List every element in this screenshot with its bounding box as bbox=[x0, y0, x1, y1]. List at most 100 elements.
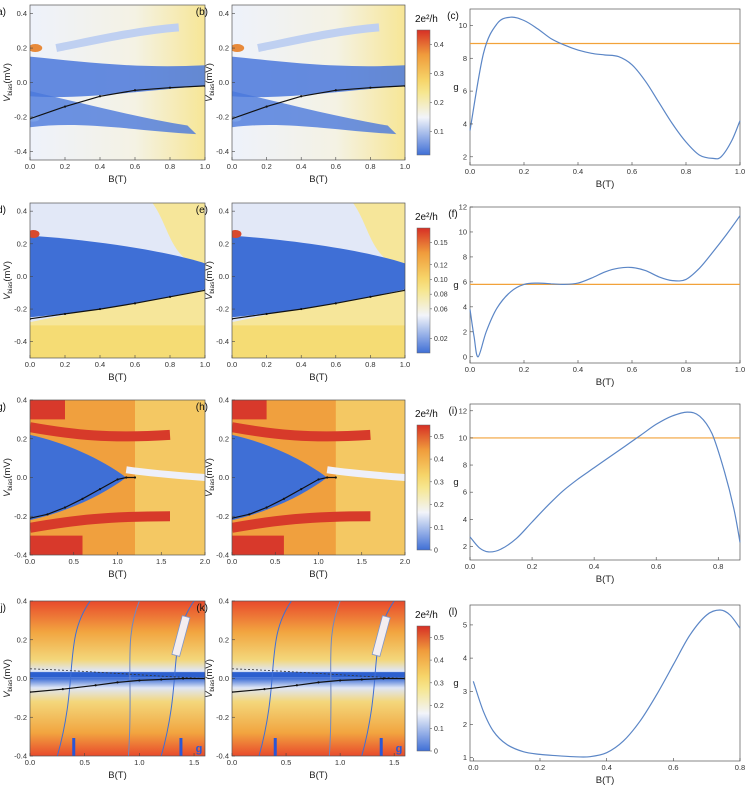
x-tick-label: 0.2 bbox=[519, 365, 529, 374]
x-tick-label: 2.0 bbox=[400, 557, 410, 566]
x-tick-label: 0.5 bbox=[281, 758, 291, 767]
hot-spot bbox=[232, 230, 242, 238]
x-tick-label: 0.6 bbox=[331, 360, 341, 369]
y-tick-label: 12 bbox=[459, 203, 467, 212]
fit-point bbox=[334, 302, 337, 305]
y-label-unit: (mV) bbox=[2, 458, 13, 479]
x-tick-label: 0.8 bbox=[365, 162, 375, 171]
marker-bar bbox=[379, 738, 383, 756]
x-tick-label: 0.6 bbox=[331, 162, 341, 171]
y-label-unit: (mV) bbox=[204, 261, 215, 282]
x-tick-label: 0.2 bbox=[261, 360, 271, 369]
x-tick-label: 1.5 bbox=[189, 758, 199, 767]
y-tick-label: 6 bbox=[463, 277, 467, 286]
y-tick-label: 10 bbox=[459, 433, 467, 442]
y-label-unit: (mV) bbox=[2, 63, 13, 84]
fit-point bbox=[339, 679, 342, 682]
blue-gap bbox=[232, 235, 405, 318]
frame bbox=[469, 8, 741, 166]
map-image bbox=[232, 400, 405, 555]
panel-label: (j) bbox=[0, 603, 6, 614]
colorbar-gradient bbox=[417, 30, 430, 155]
x-tick-label: 0.5 bbox=[69, 557, 79, 566]
colorbar-gradient bbox=[417, 626, 430, 751]
red-corner bbox=[232, 400, 267, 420]
colorbar-tick-label: 0.2 bbox=[434, 502, 444, 509]
x-tick-label: 0.0 bbox=[468, 763, 478, 772]
y-axis-label: Vbias(mV) bbox=[204, 63, 216, 102]
x-tick-label: 1.0 bbox=[112, 557, 122, 566]
hot-spot bbox=[232, 44, 245, 53]
fit-point bbox=[300, 488, 303, 491]
map-image bbox=[232, 5, 405, 160]
inset-strip bbox=[371, 615, 391, 657]
colorbar-tick-label: 0.06 bbox=[434, 306, 448, 313]
map-image bbox=[30, 601, 205, 756]
y-tick-label: 2 bbox=[463, 152, 467, 161]
y-tick-label: 2 bbox=[463, 720, 467, 729]
x-tick-label: 1.0 bbox=[313, 557, 323, 566]
map-image bbox=[30, 203, 205, 358]
y-label-sub: bias bbox=[209, 679, 216, 692]
fit-point bbox=[317, 681, 320, 684]
fit-point bbox=[81, 497, 84, 500]
white-ridge bbox=[125, 466, 205, 481]
x-tick-label: 1.0 bbox=[735, 365, 745, 374]
map-panel: 0.0 0.2 0.4 0.6 0.8 1.0-0.4-0.20.00.20.4B(T)V… bbox=[196, 202, 410, 383]
y-tick-label: 0.0 bbox=[17, 78, 27, 87]
blue-band bbox=[30, 91, 197, 135]
y-axis-label: g bbox=[453, 280, 458, 291]
x-tick-label: 0.8 bbox=[365, 360, 375, 369]
x-tick-label: 0.8 bbox=[165, 162, 175, 171]
x-tick-label: 0.0 bbox=[465, 562, 475, 571]
x-tick-label: 1.0 bbox=[735, 167, 745, 176]
fit-point bbox=[160, 678, 163, 681]
y-axis-label: g bbox=[453, 477, 458, 488]
fit-curve bbox=[232, 85, 405, 120]
y-label-main: V bbox=[204, 94, 215, 102]
map-panel: 0.0 0.2 0.4 0.6 0.8 1.0-0.4-0.20.00.20.4B(T)V… bbox=[196, 4, 410, 185]
y-tick-label: 0.4 bbox=[219, 597, 229, 606]
colorbar-tick-label: 0.3 bbox=[434, 680, 444, 687]
y-tick-label: -0.4 bbox=[14, 147, 27, 156]
y-tick-label: 0.0 bbox=[17, 674, 27, 683]
colorbar-title: 2e²/h bbox=[415, 610, 438, 621]
fit-point bbox=[334, 89, 337, 92]
trace-line bbox=[160, 601, 195, 756]
colorbar-tick-label: 0.1 bbox=[434, 129, 444, 136]
y-axis-label: Vbias(mV) bbox=[204, 458, 216, 497]
y-axis-label: Vbias(mV) bbox=[2, 458, 14, 497]
panel-label: (l) bbox=[449, 607, 458, 618]
y-tick-label: 4 bbox=[463, 302, 467, 311]
y-label-unit: (mV) bbox=[2, 659, 13, 680]
colorbar: 0.4 0.3 0.2 0.1 2e²/h bbox=[415, 14, 444, 156]
x-tick-label: 0.8 bbox=[681, 365, 691, 374]
x-tick-label: 1.0 bbox=[335, 758, 345, 767]
x-tick-label: 0.4 bbox=[95, 360, 105, 369]
colorbar-tick-label: 0.2 bbox=[434, 703, 444, 710]
y-tick-label: 8 bbox=[463, 252, 467, 261]
y-tick-label: -0.4 bbox=[14, 551, 27, 560]
colorbar-tick-label: 0.4 bbox=[434, 457, 444, 464]
x-tick-label: 0.2 bbox=[60, 162, 70, 171]
y-tick-label: -0.4 bbox=[216, 551, 229, 560]
fit-point bbox=[300, 95, 303, 98]
line-panel: 0.0 0.2 0.4 0.6 0.8 1.0 2 4 6 8 10 B(T) g (c) bbox=[447, 8, 745, 190]
colorbar-frame bbox=[416, 424, 431, 551]
y-tick-label: 0.4 bbox=[219, 9, 229, 18]
x-tick-label: 0.6 bbox=[651, 562, 661, 571]
y-tick-label: 8 bbox=[463, 461, 467, 470]
fit-point bbox=[317, 478, 320, 481]
panel-label: (k) bbox=[196, 603, 208, 614]
marker-bar bbox=[179, 738, 183, 756]
y-tick-label: 0 bbox=[463, 352, 467, 361]
y-tick-label: 0.0 bbox=[219, 272, 229, 281]
fit-point bbox=[360, 678, 363, 681]
faint-band bbox=[55, 23, 180, 52]
y-tick-label: -0.2 bbox=[216, 112, 229, 121]
hot-spot bbox=[30, 230, 40, 238]
colorbar: 0.5 0.4 0.3 0.2 0.1 0 2e²/h bbox=[415, 610, 444, 756]
x-tick-label: 0.2 bbox=[60, 360, 70, 369]
x-tick-label: 1.0 bbox=[200, 162, 210, 171]
